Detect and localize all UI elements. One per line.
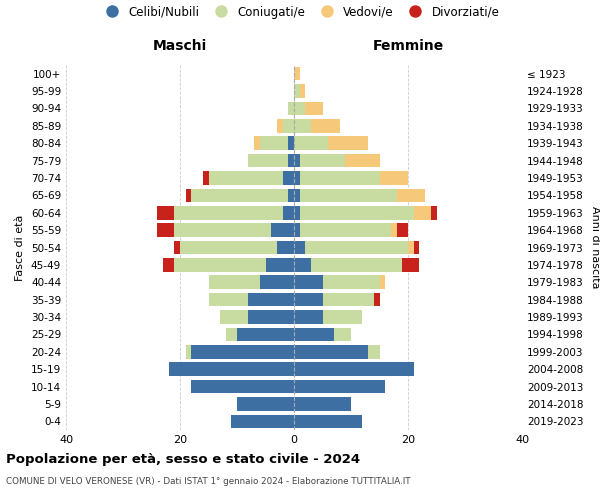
Bar bbox=[294, 171, 300, 185]
Bar bbox=[294, 310, 323, 324]
Bar bbox=[346, 154, 380, 168]
Bar bbox=[311, 119, 340, 132]
Bar bbox=[260, 276, 294, 289]
Bar bbox=[248, 310, 294, 324]
Bar bbox=[305, 102, 323, 115]
Bar bbox=[254, 136, 260, 150]
Bar bbox=[334, 328, 351, 341]
Bar bbox=[305, 240, 408, 254]
Bar bbox=[175, 206, 283, 220]
Bar bbox=[237, 397, 294, 410]
Bar bbox=[294, 258, 311, 272]
Bar bbox=[294, 154, 300, 168]
Bar bbox=[191, 345, 294, 358]
Bar bbox=[209, 276, 260, 289]
Bar bbox=[397, 188, 425, 202]
Bar bbox=[397, 224, 408, 237]
Bar bbox=[294, 67, 300, 80]
Bar bbox=[391, 224, 397, 237]
Bar bbox=[294, 276, 323, 289]
Bar bbox=[283, 119, 294, 132]
Bar bbox=[294, 397, 351, 410]
Bar bbox=[374, 293, 380, 306]
Bar bbox=[169, 362, 294, 376]
Bar bbox=[157, 224, 175, 237]
Bar bbox=[163, 258, 175, 272]
Bar bbox=[403, 258, 419, 272]
Bar bbox=[209, 293, 248, 306]
Bar bbox=[203, 171, 209, 185]
Bar bbox=[311, 258, 403, 272]
Bar bbox=[289, 154, 294, 168]
Bar bbox=[323, 276, 380, 289]
Bar bbox=[300, 188, 397, 202]
Bar bbox=[294, 84, 300, 98]
Text: Femmine: Femmine bbox=[373, 39, 443, 53]
Bar bbox=[283, 206, 294, 220]
Bar bbox=[300, 224, 391, 237]
Text: Maschi: Maschi bbox=[153, 39, 207, 53]
Bar bbox=[294, 362, 414, 376]
Bar bbox=[157, 206, 175, 220]
Bar bbox=[260, 136, 289, 150]
Bar bbox=[368, 345, 380, 358]
Bar bbox=[289, 188, 294, 202]
Bar bbox=[328, 136, 368, 150]
Bar bbox=[294, 240, 305, 254]
Bar bbox=[300, 154, 346, 168]
Bar bbox=[277, 240, 294, 254]
Bar bbox=[300, 206, 414, 220]
Bar bbox=[174, 224, 271, 237]
Legend: Celibi/Nubili, Coniugati/e, Vedovi/e, Divorziati/e: Celibi/Nubili, Coniugati/e, Vedovi/e, Di… bbox=[96, 1, 504, 24]
Bar bbox=[265, 258, 294, 272]
Text: COMUNE DI VELO VERONESE (VR) - Dati ISTAT 1° gennaio 2024 - Elaborazione TUTTITA: COMUNE DI VELO VERONESE (VR) - Dati ISTA… bbox=[6, 478, 410, 486]
Bar bbox=[248, 154, 289, 168]
Bar bbox=[191, 188, 289, 202]
Bar bbox=[289, 102, 294, 115]
Bar bbox=[237, 328, 294, 341]
Bar bbox=[408, 240, 414, 254]
Bar bbox=[248, 293, 294, 306]
Bar bbox=[294, 380, 385, 394]
Bar bbox=[175, 258, 265, 272]
Bar bbox=[220, 310, 248, 324]
Bar bbox=[283, 171, 294, 185]
Bar bbox=[186, 188, 191, 202]
Bar bbox=[294, 328, 334, 341]
Bar bbox=[186, 345, 191, 358]
Bar bbox=[294, 102, 305, 115]
Y-axis label: Fasce di età: Fasce di età bbox=[16, 214, 25, 280]
Bar bbox=[289, 136, 294, 150]
Bar bbox=[380, 276, 385, 289]
Bar bbox=[226, 328, 237, 341]
Y-axis label: Anni di nascita: Anni di nascita bbox=[590, 206, 600, 289]
Bar bbox=[294, 293, 323, 306]
Bar bbox=[294, 345, 368, 358]
Bar bbox=[191, 380, 294, 394]
Bar bbox=[414, 240, 419, 254]
Bar bbox=[294, 119, 311, 132]
Bar bbox=[294, 188, 300, 202]
Bar bbox=[380, 171, 408, 185]
Bar bbox=[300, 171, 380, 185]
Text: Popolazione per età, sesso e stato civile - 2024: Popolazione per età, sesso e stato civil… bbox=[6, 452, 360, 466]
Bar bbox=[277, 119, 283, 132]
Bar bbox=[209, 171, 283, 185]
Bar bbox=[294, 136, 328, 150]
Bar bbox=[323, 310, 362, 324]
Bar bbox=[414, 206, 431, 220]
Bar bbox=[431, 206, 437, 220]
Bar bbox=[175, 240, 180, 254]
Bar bbox=[294, 224, 300, 237]
Bar bbox=[294, 414, 362, 428]
Bar bbox=[232, 414, 294, 428]
Bar bbox=[271, 224, 294, 237]
Bar bbox=[300, 84, 305, 98]
Bar bbox=[294, 206, 300, 220]
Bar bbox=[180, 240, 277, 254]
Bar bbox=[323, 293, 374, 306]
